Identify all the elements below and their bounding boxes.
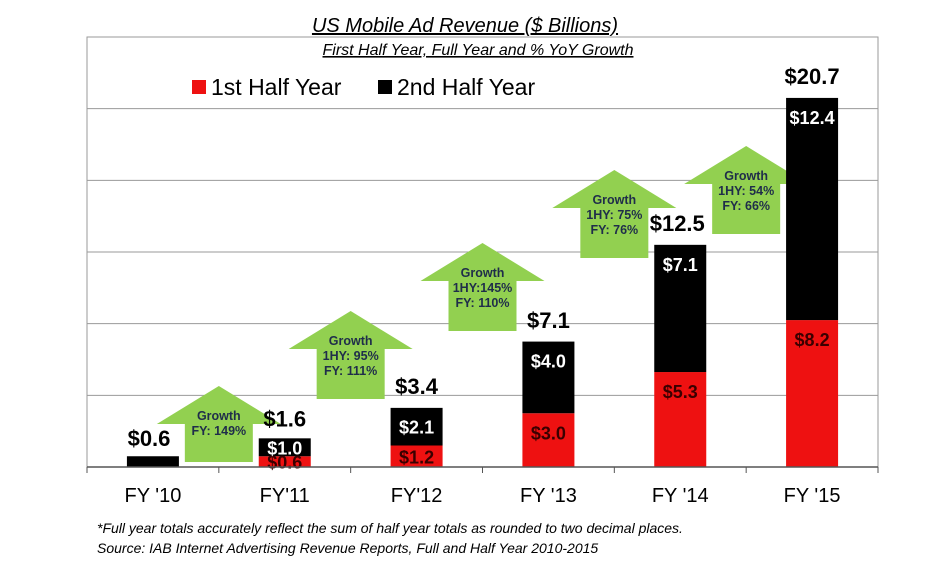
segment-label: $1.0 [267, 438, 302, 458]
bar-segment [258, 438, 311, 457]
growth-arrow [288, 311, 413, 399]
legend-swatch [192, 80, 206, 94]
bar-segment [786, 97, 839, 321]
bar-segment [522, 413, 575, 467]
growth-arrow [552, 170, 677, 258]
total-label: $1.6 [263, 406, 306, 431]
bar-segment [654, 244, 707, 373]
bar-segment [522, 341, 575, 414]
growth-arrow-text: Growth [592, 193, 636, 207]
segment-label: $12.4 [790, 108, 835, 128]
growth-arrow-text: FY: 110% [456, 296, 510, 310]
x-tick-label: FY'12 [391, 485, 443, 507]
segment-label: $4.0 [531, 352, 566, 372]
x-tick-label: FY '10 [125, 485, 182, 507]
bar-segment [258, 456, 311, 467]
growth-arrow-text: Growth [197, 409, 241, 423]
growth-arrow [156, 386, 281, 462]
x-tick-label: FY '14 [652, 485, 709, 507]
total-label: $0.6 [128, 426, 171, 451]
total-label: $20.7 [785, 64, 840, 89]
segment-label: $7.1 [663, 255, 698, 275]
x-tick-label: FY'11 [260, 485, 310, 507]
segment-label: $2.1 [399, 418, 434, 438]
growth-arrow-text: FY: 149% [192, 424, 247, 438]
legend-label: 2nd Half Year [397, 74, 535, 100]
bar-segment [786, 320, 839, 467]
growth-arrow-text: 1HY: 54% [718, 184, 774, 198]
segment-label: $5.3 [663, 382, 698, 402]
growth-arrow-text: Growth [724, 169, 768, 183]
growth-arrow-text: Growth [461, 266, 505, 280]
growth-arrow [684, 146, 809, 234]
x-axis: FY '10 FY'11 FY'12 FY '13 FY '14 FY '15 [86, 466, 879, 507]
total-label: $3.4 [395, 374, 439, 399]
bars [126, 97, 839, 467]
data-labels: $0.6$0.6$1.0$1.6$1.2$2.1$3.4$3.0$4.0$7.1… [128, 64, 840, 473]
bar-segment [126, 456, 179, 467]
segment-label: $1.2 [399, 447, 434, 467]
footnote-note: *Full year totals accurately reflect the… [97, 520, 683, 536]
growth-arrow-text: FY: 111% [324, 364, 377, 378]
legend-swatch [378, 80, 392, 94]
growth-arrow-text: Growth [329, 334, 373, 348]
x-tick-label: FY '13 [520, 485, 577, 507]
growth-arrow-text: FY: 76% [590, 223, 638, 237]
footnote-source: Source: IAB Internet Advertising Revenue… [97, 540, 599, 556]
chart-title: US Mobile Ad Revenue ($ Billions) [312, 15, 618, 37]
x-tick-label: FY '15 [784, 485, 841, 507]
total-label: $7.1 [527, 308, 570, 333]
segment-label: $3.0 [531, 423, 566, 443]
segment-label: $8.2 [795, 330, 830, 350]
legend: 1st Half Year 2nd Half Year [192, 74, 535, 100]
growth-arrow-text: 1HY:145% [453, 281, 513, 295]
bar-segment [390, 445, 443, 467]
legend-label: 1st Half Year [211, 74, 342, 100]
growth-arrow-text: 1HY: 75% [586, 208, 642, 222]
growth-arrow-text: FY: 66% [722, 199, 770, 213]
bar-segment [390, 407, 443, 446]
bar-segment [654, 372, 707, 467]
growth-arrow-text: 1HY: 95% [323, 349, 379, 363]
total-label: $12.5 [650, 211, 705, 236]
growth-arrow [420, 243, 545, 331]
chart-subtitle: First Half Year, Full Year and % YoY Gro… [323, 42, 634, 59]
